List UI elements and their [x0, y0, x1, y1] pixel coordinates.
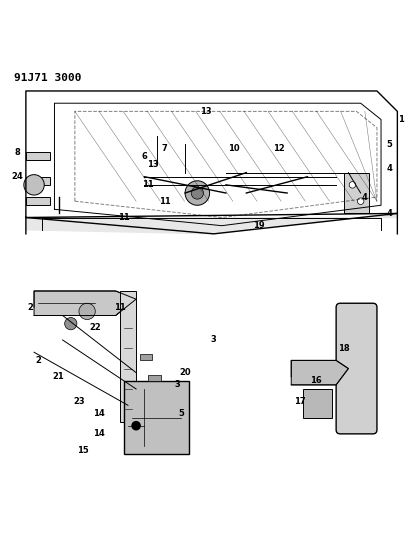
FancyBboxPatch shape: [140, 354, 152, 360]
Text: 5: 5: [386, 140, 392, 149]
FancyBboxPatch shape: [26, 152, 51, 160]
FancyBboxPatch shape: [303, 389, 332, 417]
Text: 24: 24: [12, 172, 23, 181]
Text: 20: 20: [179, 368, 191, 377]
Text: 22: 22: [90, 323, 101, 332]
FancyBboxPatch shape: [120, 291, 136, 422]
FancyBboxPatch shape: [26, 197, 51, 205]
Text: 4: 4: [362, 192, 368, 201]
Text: 16: 16: [310, 376, 321, 385]
Text: 5: 5: [178, 409, 184, 418]
Text: 18: 18: [339, 344, 350, 353]
Text: 91J71 3000: 91J71 3000: [14, 72, 81, 83]
Text: 11: 11: [118, 213, 130, 222]
Text: 6: 6: [141, 152, 147, 161]
Text: 13: 13: [200, 107, 211, 116]
Polygon shape: [26, 213, 397, 234]
FancyBboxPatch shape: [124, 381, 189, 454]
Text: 15: 15: [77, 446, 89, 455]
Text: 3: 3: [211, 335, 217, 344]
Text: 8: 8: [15, 148, 21, 157]
Text: 3: 3: [174, 381, 180, 390]
Circle shape: [79, 303, 95, 320]
Text: 10: 10: [228, 143, 240, 152]
Text: 11: 11: [143, 180, 154, 189]
Text: 7: 7: [162, 143, 168, 152]
FancyBboxPatch shape: [336, 303, 377, 434]
Circle shape: [191, 187, 203, 199]
Text: 1: 1: [399, 115, 404, 124]
Circle shape: [132, 422, 140, 430]
Text: 4: 4: [386, 209, 392, 218]
Text: 17: 17: [293, 397, 305, 406]
Text: 11: 11: [114, 303, 126, 312]
Text: 14: 14: [93, 409, 105, 418]
Polygon shape: [291, 360, 349, 385]
Text: 21: 21: [53, 372, 65, 381]
Text: 2: 2: [27, 303, 33, 312]
FancyBboxPatch shape: [344, 173, 369, 213]
Text: 4: 4: [386, 164, 392, 173]
FancyBboxPatch shape: [26, 177, 51, 185]
Text: 12: 12: [273, 143, 285, 152]
Circle shape: [24, 175, 44, 195]
Text: 11: 11: [159, 197, 171, 206]
Text: 13: 13: [147, 160, 158, 169]
Circle shape: [357, 198, 364, 205]
Text: 23: 23: [73, 397, 85, 406]
Circle shape: [349, 182, 356, 188]
Text: 19: 19: [253, 221, 264, 230]
Circle shape: [185, 181, 210, 205]
Text: 14: 14: [93, 430, 105, 438]
FancyBboxPatch shape: [148, 375, 161, 381]
Text: 2: 2: [35, 356, 41, 365]
Polygon shape: [34, 291, 136, 316]
Circle shape: [65, 318, 77, 330]
